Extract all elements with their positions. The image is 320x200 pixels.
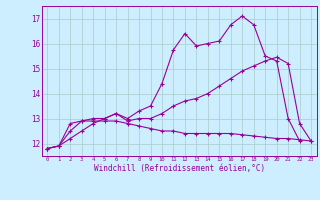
X-axis label: Windchill (Refroidissement éolien,°C): Windchill (Refroidissement éolien,°C) xyxy=(94,164,265,173)
